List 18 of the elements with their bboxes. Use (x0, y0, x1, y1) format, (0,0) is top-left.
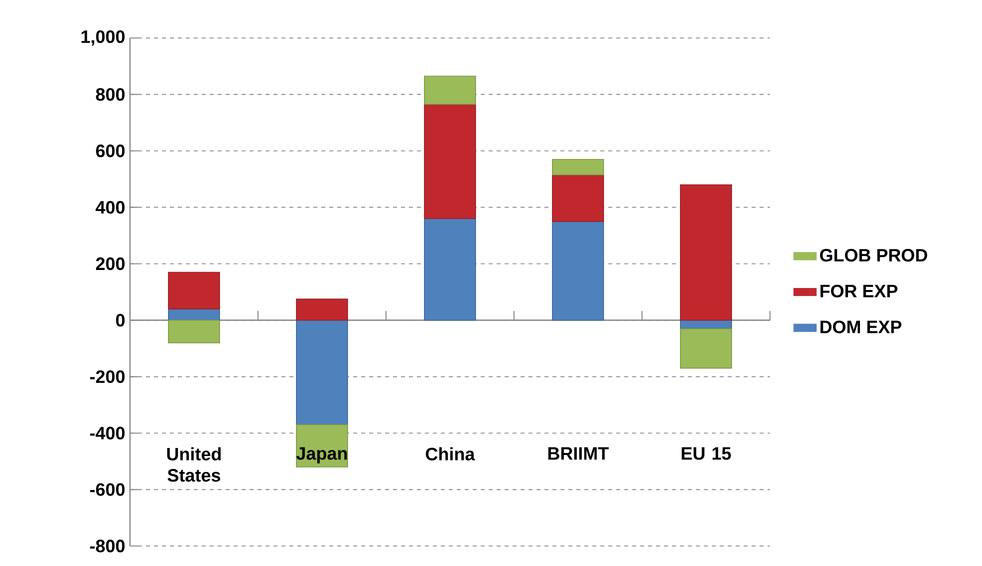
y-tick-label: 400 (96, 200, 125, 214)
y-tick-label: 600 (96, 144, 125, 158)
x-tick-label: Japan (296, 447, 347, 464)
y-tick-label: -600 (90, 483, 125, 496)
y-tick-label: -200 (90, 370, 125, 384)
y-tick-label: 0 (116, 314, 125, 327)
y-tick-label: 200 (96, 257, 125, 270)
y-tick-label: 800 (96, 88, 125, 101)
x-tick-label: China (426, 447, 476, 460)
y-tick-label: -800 (90, 540, 125, 552)
x-tick-label: United States (167, 447, 221, 482)
x-tick-label: EU 15 (682, 447, 731, 460)
x-tick-label: BRIIMT (548, 447, 609, 460)
y-tick-label: -400 (90, 426, 125, 440)
legend-label: FOR EXP (820, 284, 898, 298)
y-tick-label: 1,000 (82, 30, 125, 46)
legend-label: GLOB PROD (820, 248, 928, 262)
legend-label: DOM EXP (820, 320, 902, 334)
